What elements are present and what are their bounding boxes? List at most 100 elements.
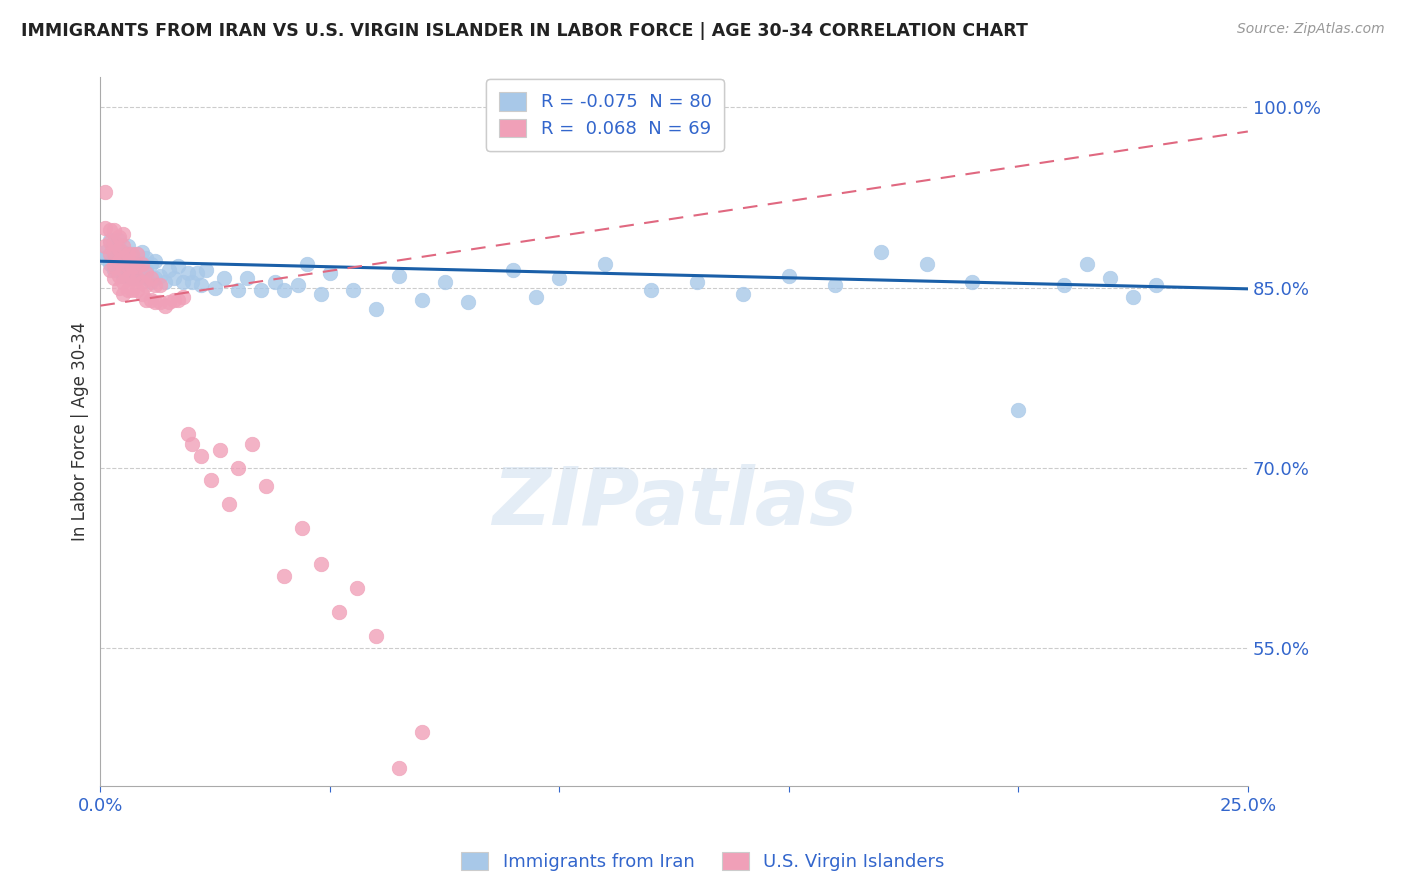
Point	[121, 259, 143, 273]
Point	[208, 442, 231, 457]
Point	[526, 290, 548, 304]
Point	[263, 275, 285, 289]
Point	[204, 280, 226, 294]
Point	[319, 266, 342, 280]
Point	[346, 581, 368, 595]
Point	[153, 275, 176, 289]
Point	[107, 242, 129, 256]
Point	[287, 278, 309, 293]
Point	[226, 283, 249, 297]
Legend: R = -0.075  N = 80, R =  0.068  N = 69: R = -0.075 N = 80, R = 0.068 N = 69	[486, 79, 724, 151]
Point	[121, 283, 143, 297]
Point	[112, 238, 135, 252]
Legend: Immigrants from Iran, U.S. Virgin Islanders: Immigrants from Iran, U.S. Virgin Island…	[454, 845, 952, 879]
Point	[98, 235, 121, 249]
Point	[273, 569, 295, 583]
Point	[869, 244, 891, 259]
Point	[112, 251, 135, 265]
Point	[502, 262, 524, 277]
Point	[824, 278, 846, 293]
Point	[121, 247, 143, 261]
Point	[125, 259, 148, 273]
Point	[149, 268, 172, 283]
Point	[112, 268, 135, 283]
Point	[121, 259, 143, 273]
Point	[112, 275, 135, 289]
Point	[240, 437, 263, 451]
Point	[181, 275, 204, 289]
Point	[103, 271, 125, 285]
Point	[176, 427, 198, 442]
Point	[254, 479, 277, 493]
Point	[135, 293, 157, 307]
Point	[163, 293, 186, 307]
Point	[731, 286, 754, 301]
Point	[117, 238, 139, 252]
Point	[103, 259, 125, 273]
Point	[107, 233, 129, 247]
Point	[309, 557, 332, 571]
Point	[98, 223, 121, 237]
Point	[145, 295, 167, 310]
Point	[145, 271, 167, 285]
Point	[125, 283, 148, 297]
Point	[112, 257, 135, 271]
Point	[103, 223, 125, 237]
Y-axis label: In Labor Force | Age 30-34: In Labor Force | Age 30-34	[72, 322, 89, 541]
Point	[125, 271, 148, 285]
Point	[98, 257, 121, 271]
Point	[457, 295, 479, 310]
Point	[135, 278, 157, 293]
Point	[131, 257, 153, 271]
Point	[131, 244, 153, 259]
Point	[181, 437, 204, 451]
Point	[433, 275, 456, 289]
Point	[190, 449, 212, 463]
Point	[121, 271, 143, 285]
Point	[112, 244, 135, 259]
Point	[117, 251, 139, 265]
Point	[157, 262, 180, 277]
Point	[107, 244, 129, 259]
Point	[273, 283, 295, 297]
Point	[214, 271, 236, 285]
Point	[172, 290, 194, 304]
Point	[149, 278, 172, 293]
Point	[186, 266, 208, 280]
Point	[236, 271, 259, 285]
Point	[163, 271, 186, 285]
Point	[135, 266, 157, 280]
Point	[107, 230, 129, 244]
Point	[107, 251, 129, 265]
Point	[915, 257, 938, 271]
Point	[131, 286, 153, 301]
Point	[149, 295, 172, 310]
Point	[145, 278, 167, 293]
Point	[1007, 403, 1029, 417]
Point	[98, 262, 121, 277]
Point	[94, 238, 117, 252]
Point	[94, 251, 117, 265]
Point	[1076, 257, 1098, 271]
Point	[157, 295, 180, 310]
Point	[190, 278, 212, 293]
Point	[103, 238, 125, 252]
Point	[117, 247, 139, 261]
Point	[167, 259, 190, 273]
Point	[107, 262, 129, 277]
Point	[328, 605, 350, 619]
Point	[411, 293, 433, 307]
Point	[962, 275, 984, 289]
Point	[153, 299, 176, 313]
Point	[778, 268, 800, 283]
Point	[364, 302, 387, 317]
Point	[640, 283, 662, 297]
Point	[1099, 271, 1122, 285]
Point	[125, 247, 148, 261]
Point	[112, 286, 135, 301]
Point	[103, 262, 125, 277]
Point	[342, 283, 364, 297]
Point	[250, 283, 273, 297]
Point	[411, 725, 433, 739]
Point	[200, 473, 222, 487]
